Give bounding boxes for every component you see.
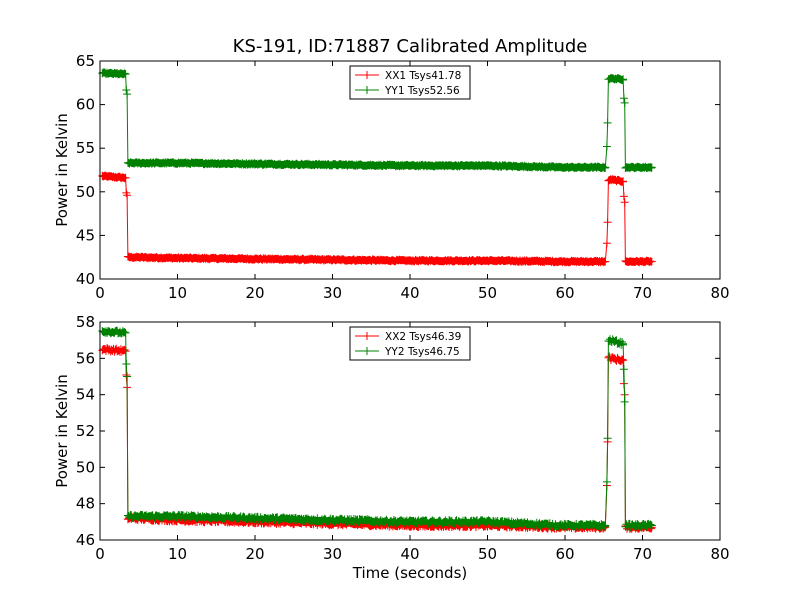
legend: XX2 Tsys46.39 YY2 Tsys46.75 [349,326,471,361]
axes: 0 10 20 30 40 50 60 70 80 46 48 50 52 54 56 58 [76,313,730,563]
plot-area [98,68,656,267]
y-tick-label: 52 [76,422,95,440]
legend-marker [363,332,371,340]
y-tick-label: 50 [76,458,95,476]
legend-box [349,65,471,100]
x-tick-label: 50 [478,284,497,302]
x-tick-label: 40 [400,284,419,302]
legend: XX1 Tsys41.78 YY1 Tsys52.56 [349,65,471,100]
x-tick-label: 30 [323,284,342,302]
x-tick-label: 20 [245,284,264,302]
y-tick-label: 58 [76,313,95,331]
x-tick-label: 80 [710,284,729,302]
x-tick-label: 60 [555,545,574,563]
y-axis-label: Power in Kelvin [53,113,71,227]
y-tick-label: 65 [76,52,95,70]
legend-marker [363,71,371,79]
bottom-subplot: Power in Kelvin Time (seconds) 0 10 20 30 40… [53,313,730,582]
legend-label: XX2 Tsys46.39 [385,331,461,343]
x-tick-label: 80 [710,545,729,563]
x-tick-label: 20 [245,545,264,563]
legend-label: XX1 Tsys41.78 [385,70,461,82]
x-tick-label: 70 [633,284,652,302]
marker-path [98,68,656,173]
x-tick-label: 30 [323,545,342,563]
x-tick-label: 10 [168,545,187,563]
y-tick-label: 50 [76,183,95,201]
x-tick-label: 0 [95,284,105,302]
x-tick-label: 50 [478,545,497,563]
marker-path [98,171,656,267]
legend-label: YY2 Tsys46.75 [384,346,460,358]
y-tick-label: 45 [76,226,95,244]
y-axis-label: Power in Kelvin [53,374,71,488]
y-tick-label: 56 [76,349,95,367]
y-tick-label: 60 [76,96,95,114]
legend-marker [363,86,371,94]
x-tick-label: 60 [555,284,574,302]
marker-path [98,326,656,532]
plot-area [98,326,656,533]
x-tick-label: 10 [168,284,187,302]
x-axis-label: Time (seconds) [352,564,468,582]
x-tick-label: 70 [633,545,652,563]
x-tick-label: 40 [400,545,419,563]
series-markers-2 [98,326,656,532]
axes: 0 10 20 30 40 50 60 70 80 40 45 50 55 60 65 [76,52,730,302]
top-subplot: KS-191, ID:71887 Calibrated Amplitude Po… [53,36,730,302]
y-tick-label: 46 [76,531,95,549]
y-tick-label: 40 [76,270,95,288]
y-tick-label: 54 [76,386,95,404]
legend-marker [363,347,371,355]
legend-box [349,326,471,361]
series-markers-1 [98,171,656,267]
legend-label: YY1 Tsys52.56 [384,85,460,97]
series-markers-2 [98,68,656,173]
y-tick-label: 55 [76,139,95,157]
chart-title: KS-191, ID:71887 Calibrated Amplitude [233,36,588,57]
y-tick-label: 48 [76,495,95,513]
x-tick-label: 0 [95,545,105,563]
